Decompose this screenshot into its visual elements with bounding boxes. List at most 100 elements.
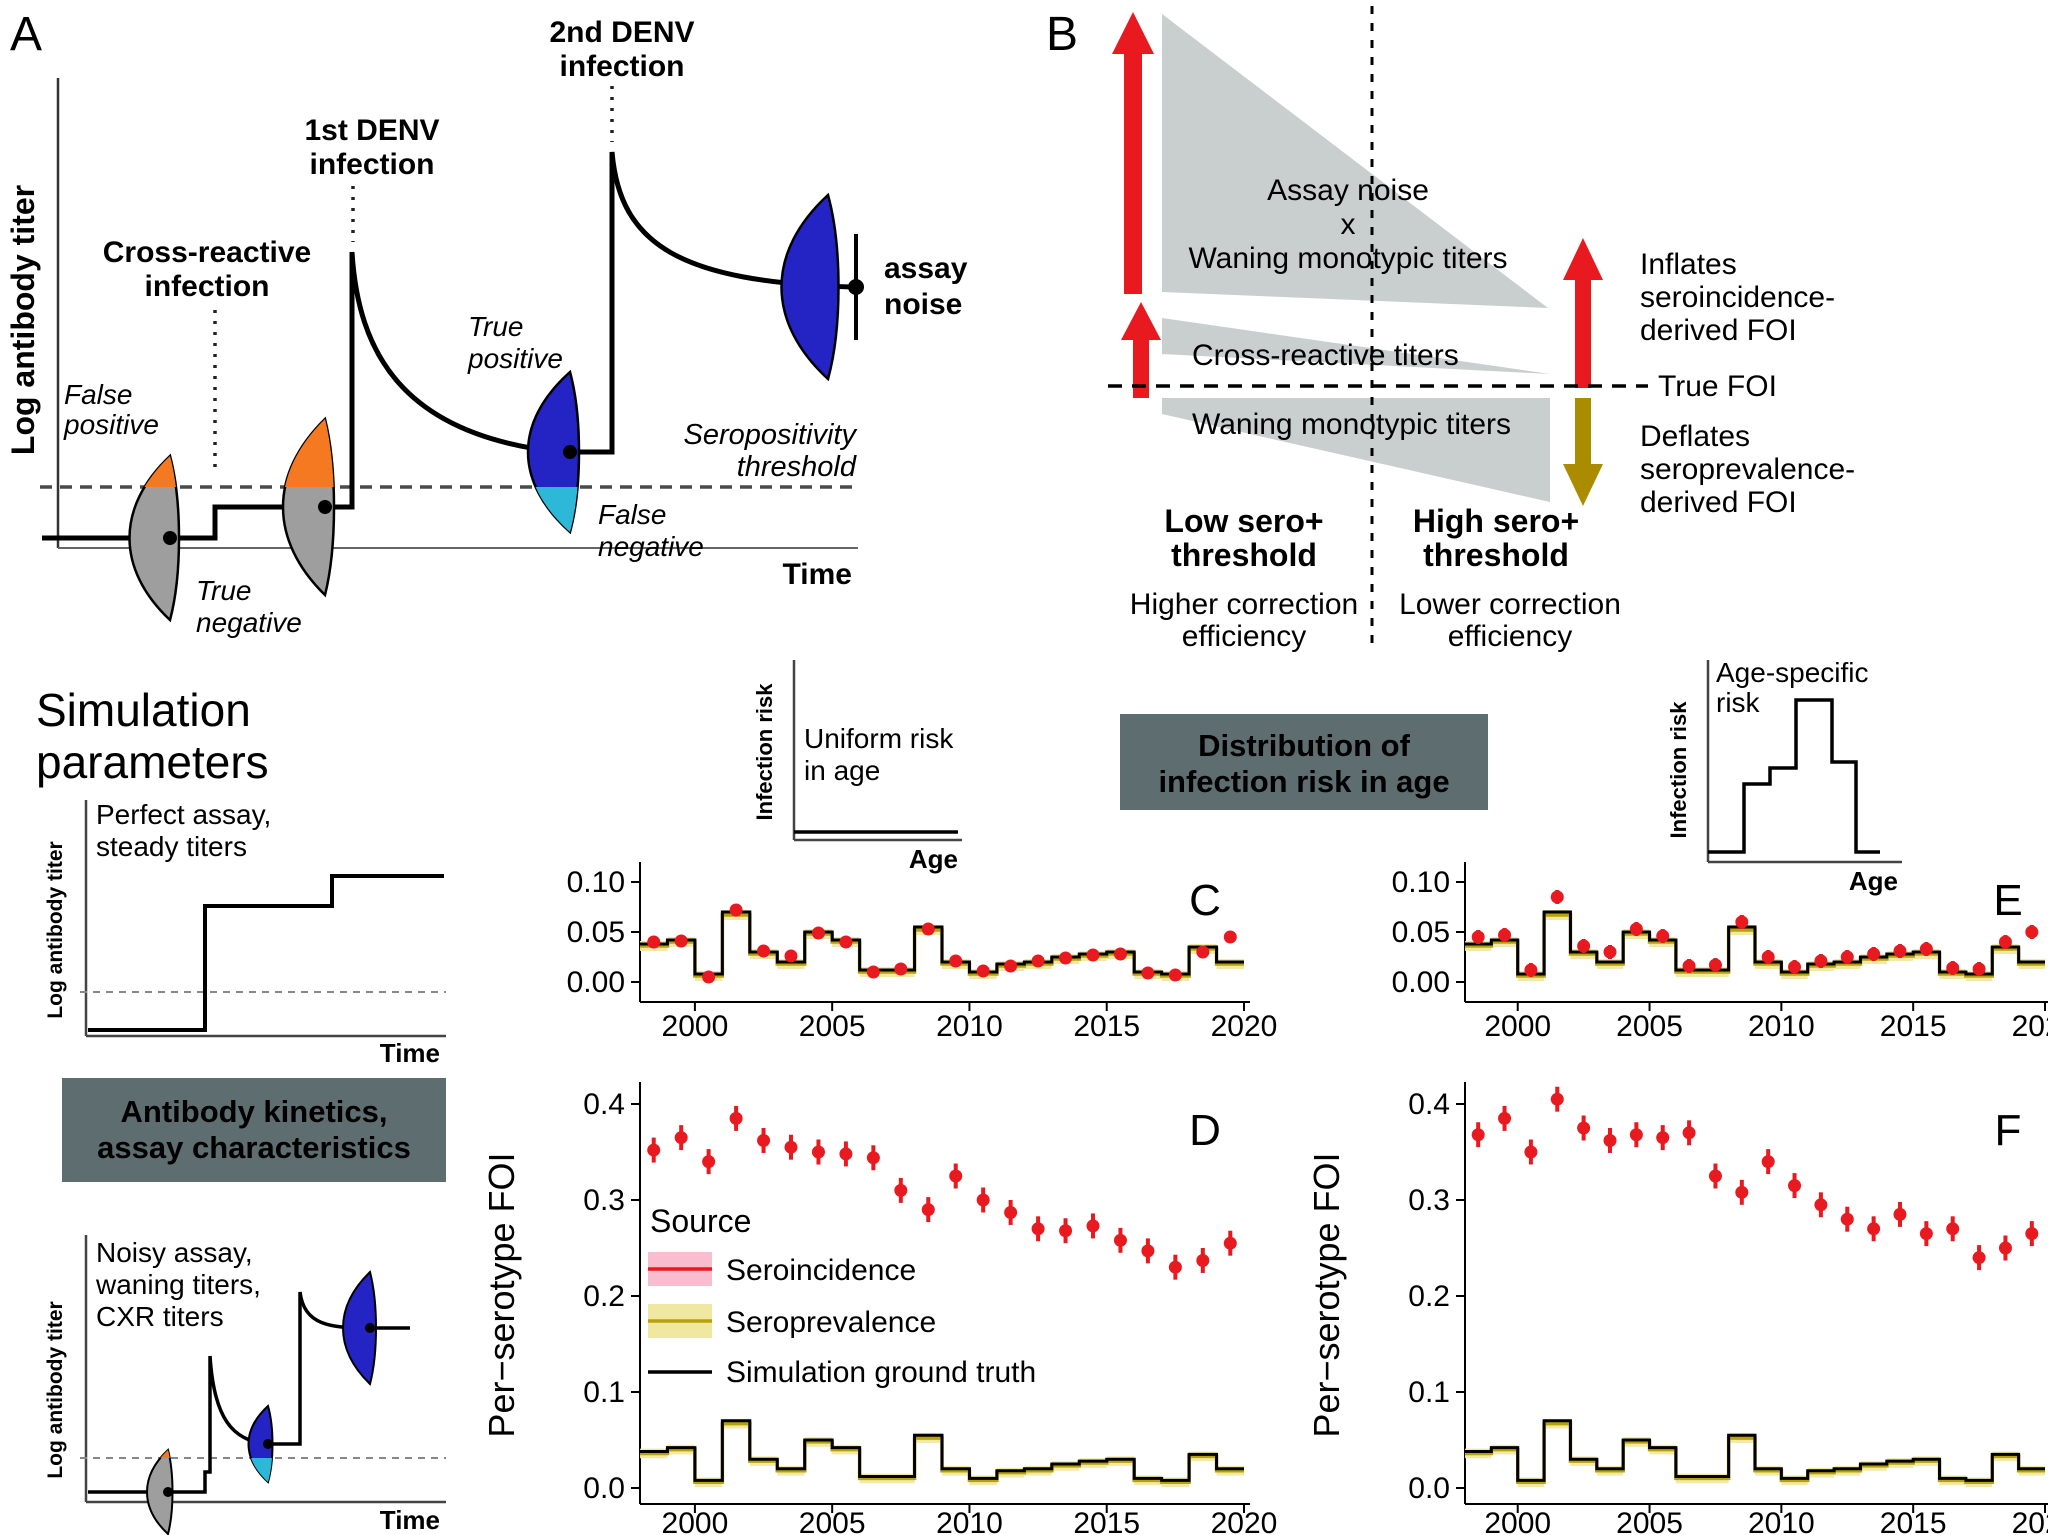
uniform-risk-inset: Infection risk Uniform risk in age Age — [752, 660, 962, 874]
waning-titers-wedge — [1162, 398, 1550, 502]
noisy-dot-1 — [163, 1487, 173, 1497]
axes-E: 0.00 0.05 0.10 2000 2005 2010 2015 2020 — [1392, 862, 2048, 1043]
series-seroincidence — [647, 903, 1237, 984]
series-seroincidence — [647, 1105, 1237, 1280]
svg-text:2010: 2010 — [1748, 1010, 1815, 1043]
cross-reactive-title-2: infection — [145, 270, 270, 303]
assay-noise-label-2: noise — [884, 288, 962, 321]
kinetics-box: Antibody kinetics, assay characteristics — [62, 1078, 446, 1182]
svg-text:0.3: 0.3 — [583, 1184, 625, 1217]
noisy-assay-time-label: Time — [380, 1505, 440, 1535]
series-ground-truth — [640, 910, 1244, 976]
false-positive-label-2: positive — [63, 409, 159, 440]
foi-y-axis-label-left: Per−serotype FOI — [481, 1152, 522, 1437]
series-ground-truth — [1465, 910, 2045, 976]
panel-b-letter: B — [1046, 8, 1078, 61]
series-seroincidence — [1471, 890, 2039, 977]
svg-text:2010: 2010 — [936, 1507, 1003, 1535]
distribution-mean-dot-1 — [163, 531, 177, 545]
assay-noise-dot — [848, 279, 864, 295]
assay-noise-distribution — [780, 192, 840, 382]
noisy-assay-label-1: Noisy assay, — [96, 1237, 253, 1268]
svg-text:2015: 2015 — [1880, 1507, 1947, 1535]
inflates-label-2: seroincidence- — [1640, 281, 1835, 314]
cross-reactive-titers-label: Cross-reactive titers — [1192, 339, 1459, 372]
svg-text:0.3: 0.3 — [1408, 1184, 1450, 1217]
inflation-arrow-right — [1563, 238, 1603, 388]
legend-ground-truth-label: Simulation ground truth — [726, 1356, 1036, 1389]
panel-a-letter: A — [10, 8, 42, 61]
svg-text:0.4: 0.4 — [1408, 1088, 1450, 1121]
false-negative-label-2: negative — [598, 531, 704, 562]
svg-text:0.2: 0.2 — [583, 1280, 625, 1313]
threshold-label-2: threshold — [737, 451, 857, 483]
foi-y-axis-label-right: Per−serotype FOI — [1306, 1152, 1347, 1437]
uniform-risk-y-label: Infection risk — [752, 683, 777, 821]
cross-reactive-wedge — [1162, 318, 1550, 374]
age-specific-label-2: risk — [1716, 687, 1761, 718]
risk-distribution-row: Infection risk Uniform risk in age Age D… — [752, 657, 1902, 896]
uniform-risk-label-1: Uniform risk — [804, 723, 954, 754]
false-positive-label-1: False — [64, 379, 132, 410]
svg-text:0.05: 0.05 — [567, 916, 625, 949]
true-positive-label-1: True — [468, 311, 524, 342]
svg-text:0.1: 0.1 — [583, 1376, 625, 1409]
false-negative-label-1: False — [598, 499, 666, 530]
deflates-label-1: Deflates — [1640, 420, 1750, 453]
axes-F: 0.0 0.1 0.2 0.3 0.4 2000 2005 2010 2015 2020 — [1408, 1082, 2048, 1535]
panel-a: A Log antibody titer Cross-r — [5, 8, 968, 638]
perfect-assay-y-label: Log antibody titer — [44, 841, 67, 1018]
true-negative-label-2: negative — [196, 607, 302, 638]
svg-text:0.2: 0.2 — [1408, 1280, 1450, 1313]
noisy-assay-y-label: Log antibody titer — [44, 1301, 67, 1478]
sim-title-1: Simulation — [36, 684, 251, 736]
cross-reactive-title-1: Cross-reactive — [103, 236, 311, 269]
low-threshold-label-1: Low sero+ — [1164, 503, 1323, 539]
panel-a-time-label: Time — [783, 558, 852, 591]
age-specific-inset: Infection risk Age-specific risk Age — [1666, 657, 1902, 896]
kinetics-box-label-2: assay characteristics — [97, 1130, 411, 1165]
svg-text:0.05: 0.05 — [1392, 916, 1450, 949]
svg-text:2000: 2000 — [662, 1010, 729, 1043]
true-negative-label-1: True — [196, 575, 252, 606]
noisy-assay-inset: Noisy assay, waning titers, CXR titers L… — [44, 1235, 446, 1535]
perfect-assay-time-label: Time — [380, 1038, 440, 1068]
high-threshold-label-1: High sero+ — [1413, 503, 1579, 539]
age-specific-label-1: Age-specific — [1716, 657, 1869, 688]
simulation-parameters: Simulation parameters Perfect assay, ste… — [36, 684, 446, 1535]
false-positive-tail-2 — [285, 419, 334, 487]
panel-c-letter: C — [1189, 876, 1221, 925]
svg-text:2000: 2000 — [662, 1507, 729, 1535]
first-denv-title-2: infection — [310, 148, 435, 181]
true-positive-label-2: positive — [467, 343, 563, 374]
high-threshold-label-2: threshold — [1423, 537, 1569, 573]
noisy-blue-distribution-large — [342, 1270, 377, 1386]
svg-text:0.4: 0.4 — [583, 1088, 625, 1121]
age-specific-step-curve — [1708, 698, 1880, 854]
perfect-assay-inset: Perfect assay, steady titers Log antibod… — [44, 799, 446, 1068]
legend-seroincidence-label: Seroincidence — [726, 1254, 916, 1287]
svg-text:2020: 2020 — [2012, 1507, 2048, 1535]
true-negative-distribution — [128, 453, 181, 623]
kinetics-box-label-1: Antibody kinetics, — [121, 1094, 388, 1129]
svg-text:2015: 2015 — [1073, 1507, 1140, 1535]
svg-text:2020: 2020 — [1211, 1507, 1278, 1535]
wedge-text-2: x — [1341, 208, 1356, 241]
panel-d-letter: D — [1189, 1106, 1221, 1155]
panel-b: B Assay noise x Waning monotypic titers … — [1046, 6, 1855, 653]
chart-D: 0.0 0.1 0.2 0.3 0.4 2000 2005 2010 2015 2020 — [583, 1082, 1277, 1535]
perfect-assay-label-1: Perfect assay, — [96, 799, 271, 830]
svg-text:2005: 2005 — [1616, 1507, 1683, 1535]
chart-E: 0.00 0.05 0.10 2000 2005 2010 2015 2020 — [1392, 862, 2048, 1043]
chart-C: 0.00 0.05 0.10 2000 2005 2010 2015 2020 — [567, 862, 1277, 1043]
deflates-label-3: derived FOI — [1640, 486, 1797, 519]
svg-text:0.10: 0.10 — [1392, 866, 1450, 899]
true-foi-label: True FOI — [1658, 370, 1777, 403]
low-threshold-label-2: threshold — [1171, 537, 1317, 573]
axes-D: 0.0 0.1 0.2 0.3 0.4 2000 2005 2010 2015 2020 — [583, 1082, 1277, 1535]
deflates-label-2: seroprevalence- — [1640, 453, 1855, 486]
svg-text:0.0: 0.0 — [1408, 1472, 1450, 1505]
perfect-assay-label-2: steady titers — [96, 831, 247, 862]
svg-text:0.00: 0.00 — [567, 966, 625, 999]
